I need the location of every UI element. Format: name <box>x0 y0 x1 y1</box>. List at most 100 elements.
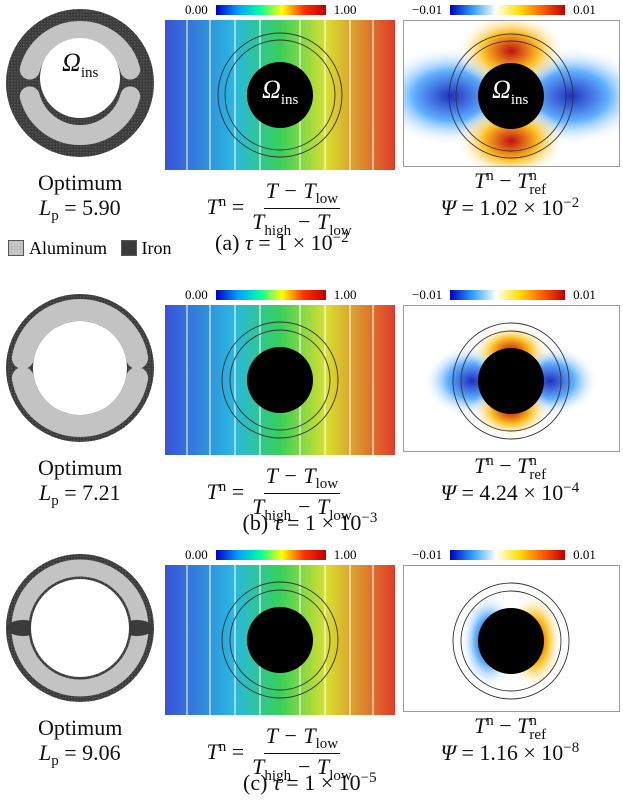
lp-value: Lp = 5.90 <box>39 195 121 225</box>
graphic-part: T − T <box>266 178 316 203</box>
lp-number: = 5.90 <box>59 195 121 220</box>
formula-part: T <box>517 168 529 193</box>
graphic-part: Ωins <box>262 75 298 104</box>
formula-part: T <box>517 713 529 738</box>
caption-tag: (c) <box>243 770 273 795</box>
field-panel <box>165 305 395 460</box>
formula-part: T <box>517 453 529 478</box>
graphic-part: T <box>474 713 486 738</box>
formula-part: T − T <box>266 723 316 748</box>
formula-part: T <box>207 739 219 764</box>
lp-value: Lp = 7.21 <box>39 480 121 510</box>
caption-tag: (a) <box>215 230 245 255</box>
disk-panel <box>5 8 155 163</box>
formula-part: n <box>219 194 227 210</box>
graphic-part: Ψ <box>441 195 456 220</box>
lp-symbol: L <box>39 740 51 765</box>
graphic-part: τ <box>273 770 281 795</box>
difference-formula: Tn − Tnref <box>474 713 546 742</box>
lp-number: = 7.21 <box>59 480 121 505</box>
colorbar-gradient <box>450 550 565 560</box>
omega-sub: ins <box>81 65 99 81</box>
colorbar-gradient <box>450 5 565 15</box>
legend-text: Aluminum <box>29 238 107 258</box>
difference-formula: Tn − Tnref <box>474 453 546 482</box>
formula-part: T − T <box>266 178 316 203</box>
insulation-hole <box>33 321 127 415</box>
colorbar-gradient <box>216 5 326 15</box>
psi-exponent: −4 <box>563 480 579 496</box>
graphic-part: −5 <box>361 770 377 786</box>
graphic-part: −4 <box>563 480 579 496</box>
lp-value: Lp = 9.06 <box>39 740 121 770</box>
colorbar: 0.001.00 <box>185 1 357 19</box>
caption: (a) τ = 1 × 10−2 <box>215 230 349 256</box>
graphic-part: Ψ <box>441 480 456 505</box>
optimum-text: Optimum <box>38 715 122 740</box>
graphic-part: T <box>207 479 219 504</box>
graphic-part: T <box>517 168 529 193</box>
graphic-part: n <box>219 479 227 495</box>
legend-text: Iron <box>142 238 172 258</box>
temperature-field <box>165 565 395 715</box>
caption-number: = 1 × 10 <box>282 510 362 535</box>
formula-part: n <box>486 168 494 184</box>
colorbar: 0.001.00 <box>185 546 357 564</box>
caption-number: = 1 × 10 <box>253 230 333 255</box>
optimum-disk <box>5 8 155 158</box>
numerator: T − Tlow <box>264 723 340 754</box>
psi-number: = 1.16 × 10 <box>456 740 563 765</box>
difference-panel <box>403 305 620 457</box>
colorbar-min: 0.00 <box>185 547 208 562</box>
graphic-part: p <box>51 753 59 769</box>
graphic-part: τ <box>245 230 253 255</box>
graphic-part: Ωins <box>492 75 528 104</box>
numerator: T − Tlow <box>264 463 340 494</box>
omega-label: Ωins <box>492 75 528 109</box>
caption-exponent: −5 <box>361 770 377 786</box>
caption: (b) τ = 1 × 10−3 <box>243 510 378 536</box>
psi-number: = 1.02 × 10 <box>456 195 563 220</box>
graphic-part: −3 <box>361 510 377 526</box>
formula-part: − <box>494 713 517 738</box>
formula-part: low <box>316 736 339 752</box>
caption-number: = 1 × 10 <box>281 770 361 795</box>
colorbar-min: −0.01 <box>412 287 442 302</box>
graphic-part: −2 <box>333 230 349 246</box>
insulation-hole <box>31 579 129 677</box>
difference-field <box>403 305 620 452</box>
graphic-part: T <box>474 453 486 478</box>
graphic-part: L <box>39 740 51 765</box>
optimum-label: Optimum <box>38 170 122 196</box>
graphic-part: n <box>219 194 227 210</box>
graphic-part: n <box>529 169 546 183</box>
figure: {"legend": {"aluminum": "Aluminum", "iro… <box>0 0 623 812</box>
colorbar-gradient <box>216 550 326 560</box>
graphic-part: T <box>474 168 486 193</box>
caption-symbol: τ <box>245 230 253 255</box>
difference-field <box>403 565 620 712</box>
disk-panel <box>5 293 155 448</box>
insulation <box>247 347 313 413</box>
optimum-label: Optimum <box>38 715 122 741</box>
optimum-label: Optimum <box>38 455 122 481</box>
omega-symbol: Ω <box>62 48 81 77</box>
formula-part: n <box>486 713 494 729</box>
omega-symbol: Ω <box>262 75 281 104</box>
graphic-part: n <box>529 454 546 468</box>
formula-part: T <box>474 453 486 478</box>
disk-panel <box>5 553 155 708</box>
psi-symbol: Ψ <box>441 480 456 505</box>
graphic-part: low <box>316 191 339 207</box>
formula-part: − <box>494 168 517 193</box>
omega-sub: ins <box>281 92 299 108</box>
colorbar-max: 0.01 <box>573 2 596 17</box>
difference-panel <box>403 565 620 717</box>
graphic-part: n <box>219 739 227 755</box>
insulation <box>478 608 544 674</box>
graphic-part: low <box>316 476 339 492</box>
insulation <box>478 348 544 414</box>
omega-sub: ins <box>511 92 529 108</box>
